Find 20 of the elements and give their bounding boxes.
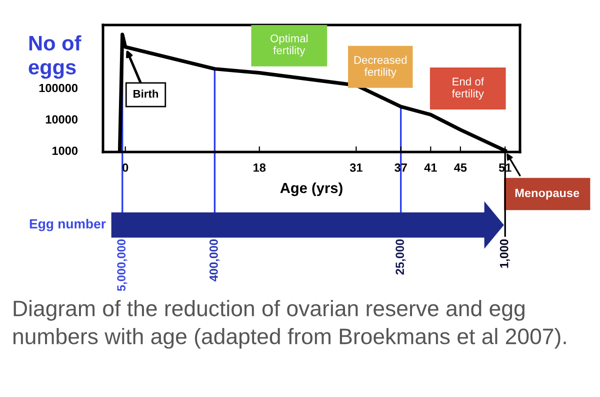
annotation: 25,000 (396, 239, 406, 275)
x-tick-label: 41 (424, 164, 437, 172)
x-tick-label: 31 (350, 163, 362, 172)
band-label: End of fertility (452, 77, 484, 100)
annotation: 5,000,000 (117, 239, 128, 292)
text: Egg number (30, 218, 106, 232)
y-tick-label: 10000 (46, 115, 78, 124)
annotation: Birth (134, 90, 158, 98)
band-label: Optimal fertility (270, 34, 308, 56)
y-tick-label: 1000 (52, 146, 78, 155)
annotation: 400,000 (210, 239, 220, 282)
x-tick-label: 45 (454, 164, 467, 172)
x-tick-label: 18 (254, 163, 266, 172)
x-axis-title: Age (yrs) (280, 182, 342, 196)
band-label: Decreased fertility (354, 56, 407, 78)
annotation: Menopause (515, 188, 580, 200)
y-axis-title: No of eggs (28, 35, 82, 79)
text: Diagram of the reduction of ovarian reserve and egg numbers with age (adapted from Broekmans et al 2007). (13, 300, 566, 349)
annotation: 1,000 (500, 239, 510, 268)
y-tick-label: 100000 (39, 84, 78, 92)
